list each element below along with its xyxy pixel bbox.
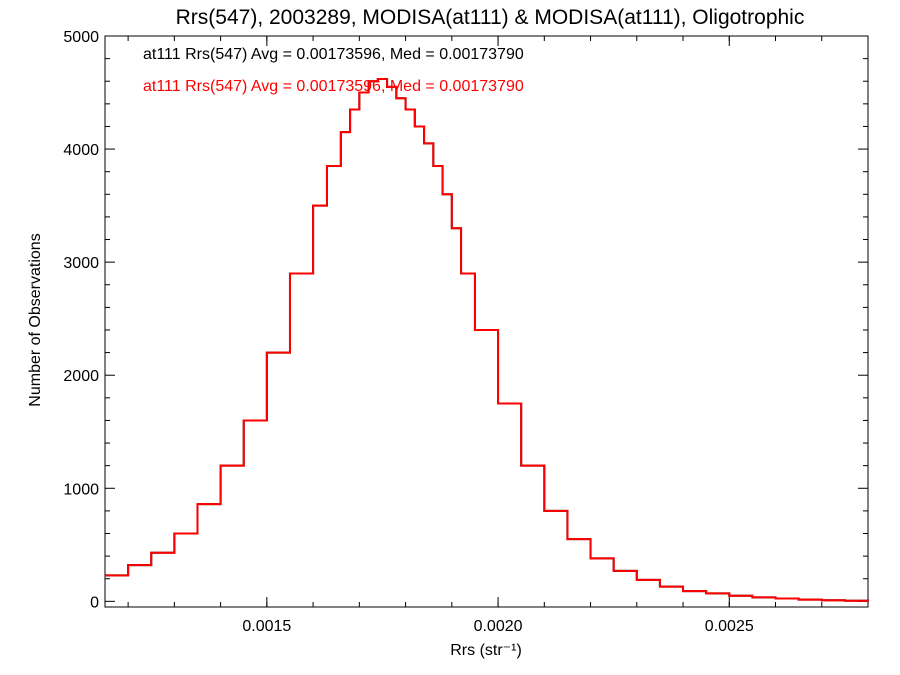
x-tick-label: 0.0015 [242,618,291,635]
histogram-series-1 [105,77,869,602]
y-tick-label: 4000 [63,142,99,159]
y-tick-label: 3000 [63,255,99,272]
y-tick-label: 5000 [63,29,99,46]
series-group [105,77,869,602]
x-tick-label: 0.0020 [474,618,523,635]
y-axis-label: Number of Observations [27,233,44,406]
annotation-red: at111 Rrs(547) Avg = 0.00173596, Med = 0… [143,78,524,95]
annotation-black: at111 Rrs(547) Avg = 0.00173596, Med = 0… [143,46,524,63]
y-tick-label: 2000 [63,368,99,385]
chart-title: Rrs(547), 2003289, MODISA(at111) & MODIS… [176,6,805,29]
x-tick-label: 0.0025 [705,618,754,635]
y-axis-ticks: 0 1000 2000 3000 4000 5000 [63,29,868,611]
x-axis-label: Rrs (str⁻¹) [450,642,522,659]
histogram-series-0 [105,77,869,602]
y-tick-label: 0 [90,594,99,611]
y-tick-label: 1000 [63,481,99,498]
plot-frame [104,35,869,608]
x-axis-ticks: 0.0015 0.0020 0.0025 [127,36,869,635]
